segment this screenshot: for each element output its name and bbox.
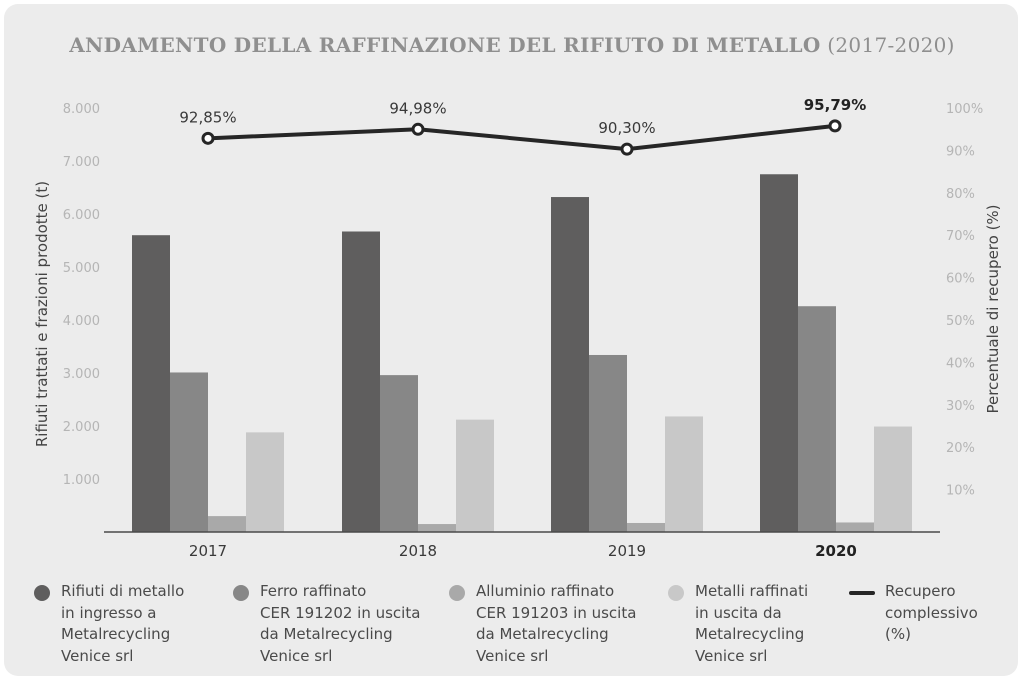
bar-2020-series-4 bbox=[874, 426, 912, 532]
recovery-label-2019: 90,30% bbox=[598, 119, 655, 137]
y2-tick-label: 90% bbox=[946, 144, 975, 159]
bar-2019-series-4 bbox=[665, 416, 703, 532]
y-tick-label: 1.000 bbox=[63, 473, 100, 488]
x-tick-label-2020: 2020 bbox=[815, 542, 857, 560]
y-tick-label: 2.000 bbox=[63, 420, 100, 435]
legend-label: Metalli raffinati in uscita da Metalrecy… bbox=[695, 582, 809, 665]
chart-title-years: (2017-2020) bbox=[827, 33, 955, 57]
y-tick-label: 8.000 bbox=[63, 102, 100, 117]
y2-axis-label: Percentuale di recupero (%) bbox=[984, 204, 1002, 413]
recovery-point-2018 bbox=[411, 122, 425, 136]
x-tick-label-2017: 2017 bbox=[189, 542, 227, 560]
bar-2020-series-1 bbox=[760, 174, 798, 532]
bar-2018-series-4 bbox=[456, 419, 494, 532]
bar-2020-series-2 bbox=[798, 306, 836, 532]
bar-2018-series-2 bbox=[380, 375, 418, 532]
recovery-line bbox=[207, 123, 836, 152]
y2-tick-label: 10% bbox=[946, 484, 975, 499]
legend-line-swatch bbox=[849, 591, 875, 595]
bar-2018-series-1 bbox=[342, 231, 380, 533]
legend-label: Ferro raffinato CER 191202 in uscita da … bbox=[260, 582, 421, 665]
y2-tick-label: 100% bbox=[946, 102, 983, 117]
recovery-point-2020 bbox=[828, 119, 842, 133]
bar-2017-series-4 bbox=[246, 432, 284, 532]
chart-card bbox=[4, 4, 1018, 676]
bar-2019-series-3 bbox=[627, 522, 665, 532]
recovery-label-2017: 92,85% bbox=[179, 108, 236, 126]
y-axis-label: Rifiuti trattati e frazioni prodotte (t) bbox=[33, 181, 51, 447]
bar-2017-series-2 bbox=[170, 372, 208, 532]
y2-tick-label: 70% bbox=[946, 229, 975, 244]
recovery-label-2018: 94,98% bbox=[389, 99, 446, 117]
legend-label: Alluminio raffinato CER 191203 in uscita… bbox=[476, 582, 637, 665]
bar-2017-series-1 bbox=[132, 235, 170, 532]
y2-tick-label: 40% bbox=[946, 356, 975, 371]
bar-2017-series-3 bbox=[208, 516, 246, 532]
bar-2019-series-1 bbox=[551, 197, 589, 533]
y-tick-label: 3.000 bbox=[63, 367, 100, 382]
bar-2019-series-2 bbox=[589, 354, 627, 532]
legend-color-swatch bbox=[668, 585, 684, 601]
y2-tick-label: 80% bbox=[946, 187, 975, 202]
bar-2018-series-3 bbox=[418, 524, 456, 532]
recovery-label-2020: 95,79% bbox=[804, 96, 866, 114]
bar-2020-series-3 bbox=[836, 522, 874, 532]
x-tick-label-2019: 2019 bbox=[608, 542, 646, 560]
y-tick-label: 4.000 bbox=[63, 314, 100, 329]
legend-label: Recupero complessivo (%) bbox=[885, 582, 978, 643]
legend-label: Rifiuti di metallo in ingresso a Metalre… bbox=[61, 582, 185, 665]
y-tick-label: 5.000 bbox=[63, 261, 100, 276]
y2-tick-label: 50% bbox=[946, 314, 975, 329]
legend-color-swatch bbox=[233, 585, 249, 601]
y2-tick-label: 20% bbox=[946, 441, 975, 456]
chart-title-main: ANDAMENTO DELLA RAFFINAZIONE DEL RIFIUTO… bbox=[69, 33, 821, 57]
recovery-point-2019 bbox=[620, 142, 634, 156]
y-tick-label: 7.000 bbox=[63, 155, 100, 170]
y2-tick-label: 30% bbox=[946, 399, 975, 414]
recovery-point-2017 bbox=[201, 131, 215, 145]
legend-color-swatch bbox=[34, 585, 50, 601]
chart-title: ANDAMENTO DELLA RAFFINAZIONE DEL RIFIUTO… bbox=[0, 33, 1024, 57]
legend-color-swatch bbox=[449, 585, 465, 601]
x-tick-label-2018: 2018 bbox=[399, 542, 437, 560]
y2-tick-label: 60% bbox=[946, 272, 975, 287]
y-tick-label: 6.000 bbox=[63, 208, 100, 223]
chart-legend: Rifiuti di metallo in ingresso a Metalre… bbox=[0, 578, 1024, 678]
